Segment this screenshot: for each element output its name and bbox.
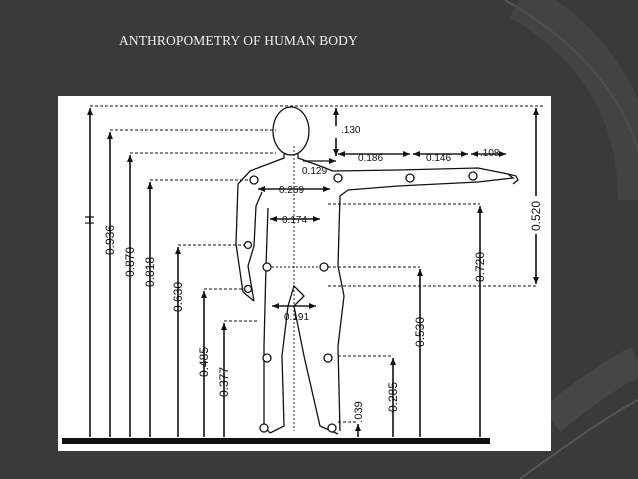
arm-dimension-lines <box>303 151 506 164</box>
slide-title: ANTHROPOMETRY OF HUMAN BODY <box>119 33 358 48</box>
label-0377: 0.377 <box>217 367 231 397</box>
label-0630: 0.630 <box>171 282 185 312</box>
label-0818: 0.818 <box>143 257 157 287</box>
label-0285: 0.285 <box>386 382 400 412</box>
label-0259: 0.259 <box>279 185 304 196</box>
label-0186: 0.186 <box>358 153 383 164</box>
reference-lines <box>90 105 545 423</box>
label-0870: 0.870 <box>123 247 137 277</box>
label-108: .108 <box>480 148 500 159</box>
label-0720: 0.720 <box>473 252 487 282</box>
width-dimension-lines <box>258 146 330 431</box>
label-0936: 0.936 <box>103 225 117 255</box>
label-130: .130 <box>341 125 361 136</box>
label-0520: 0.520 <box>529 201 543 231</box>
label-H: H <box>82 215 97 224</box>
label-039: .039 <box>353 401 365 422</box>
label-0146: 0.146 <box>426 153 451 164</box>
label-0530: 0.530 <box>413 317 427 347</box>
label-0174: 0.174 <box>282 215 307 226</box>
vertical-arrows-right <box>333 108 539 437</box>
vertical-arrows-left <box>87 108 227 437</box>
label-0129: 0.129 <box>302 166 327 177</box>
label-0191: 0.191 <box>284 312 309 323</box>
joint-markers <box>243 171 478 433</box>
anthropometry-diagram: H 0.936 0.870 0.818 0.630 0.485 0.377 0.… <box>62 105 545 444</box>
label-0485: 0.485 <box>197 347 211 377</box>
anthropometry-figure: H 0.936 0.870 0.818 0.630 0.485 0.377 0.… <box>58 96 551 451</box>
floor-line <box>62 438 490 444</box>
